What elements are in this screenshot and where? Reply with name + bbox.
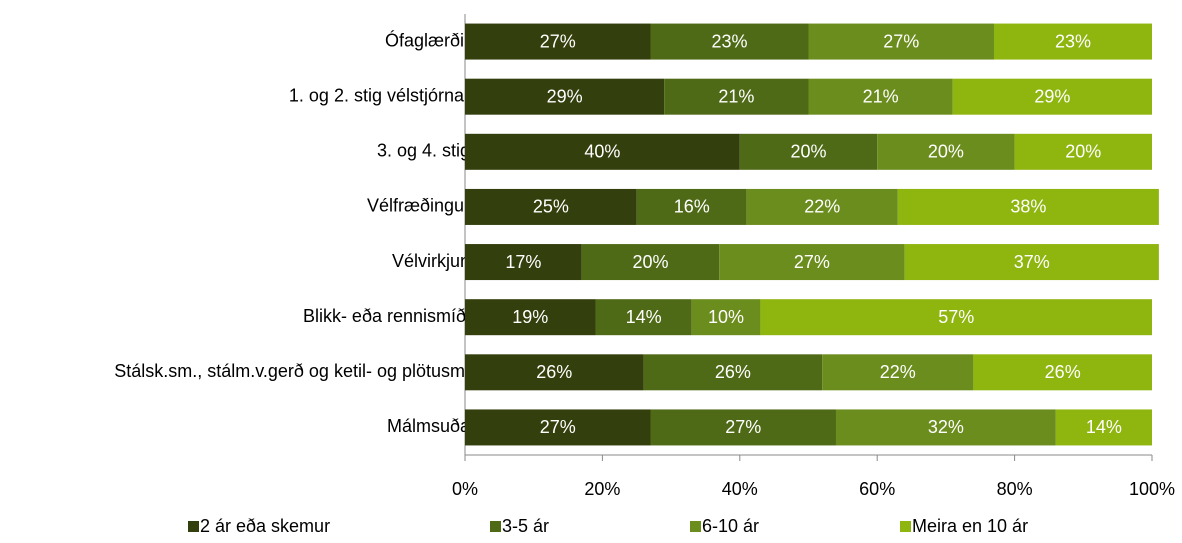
x-tick-label: 0%: [452, 479, 478, 499]
bar-segment: [465, 188, 637, 225]
data-label: 27%: [540, 417, 576, 437]
bar-segment: [664, 78, 809, 115]
bar-segment: [739, 133, 878, 170]
data-label: 57%: [938, 307, 974, 327]
data-label: 40%: [584, 142, 620, 162]
data-label: 20%: [1065, 142, 1101, 162]
data-label: 27%: [883, 31, 919, 51]
bar-segment: [465, 299, 596, 336]
bar-segment: [719, 244, 905, 281]
bar-segment: [581, 244, 720, 281]
category-label: Stálsk.sm., stálm.v.gerð og ketil- og pl…: [114, 361, 470, 381]
legend-swatch: [900, 521, 911, 532]
data-label: 16%: [674, 197, 710, 217]
category-label: 1. og 2. stig vélstjórnar: [289, 85, 470, 105]
bar-segment: [636, 188, 747, 225]
data-label: 21%: [718, 86, 754, 106]
bar-segment: [1055, 409, 1152, 446]
data-label: 20%: [632, 252, 668, 272]
x-tick-label: 80%: [997, 479, 1033, 499]
bar-segment: [465, 244, 582, 281]
category-label: Blikk- eða rennismíði: [303, 306, 470, 326]
category-label: Málmsuða: [387, 416, 471, 436]
data-label: 38%: [1010, 197, 1046, 217]
x-tick-label: 60%: [859, 479, 895, 499]
data-label: 29%: [1034, 86, 1070, 106]
bar-segment: [1014, 133, 1152, 170]
x-tick-label: 20%: [584, 479, 620, 499]
category-label: 3. og 4. stig: [377, 141, 470, 161]
data-label: 19%: [512, 307, 548, 327]
bar-segment: [993, 23, 1152, 60]
data-label: 14%: [1086, 417, 1122, 437]
bar-segment: [746, 188, 898, 225]
bar-segment: [465, 23, 651, 60]
bar-segment: [877, 133, 1015, 170]
bar-segment: [465, 354, 644, 391]
legend-label: 6-10 ár: [702, 516, 759, 536]
data-label: 23%: [711, 31, 747, 51]
bar-segment: [973, 354, 1152, 391]
data-label: 27%: [725, 417, 761, 437]
legend-label: 2 ár eða skemur: [200, 516, 330, 536]
data-label: 21%: [863, 86, 899, 106]
data-label: 26%: [715, 362, 751, 382]
bar-segment: [465, 133, 740, 170]
data-label: 17%: [505, 252, 541, 272]
data-label: 26%: [1045, 362, 1081, 382]
bar-segment: [691, 299, 761, 336]
data-label: 27%: [540, 31, 576, 51]
category-label: Ófaglærðir: [385, 29, 470, 50]
data-label: 27%: [794, 252, 830, 272]
bar-segment: [904, 244, 1159, 281]
bar-segment: [650, 23, 809, 60]
bar-segment: [808, 23, 994, 60]
category-label: Vélvirkjun: [392, 251, 470, 271]
category-label: Vélfræðingur: [367, 196, 470, 216]
data-label: 22%: [804, 197, 840, 217]
data-label: 29%: [547, 86, 583, 106]
data-label: 22%: [880, 362, 916, 382]
x-tick-label: 100%: [1129, 479, 1175, 499]
data-label: 32%: [928, 417, 964, 437]
data-label: 37%: [1014, 252, 1050, 272]
bar-segment: [808, 78, 953, 115]
x-tick-label: 40%: [722, 479, 758, 499]
bar-segment: [465, 78, 665, 115]
legend-label: 3-5 ár: [502, 516, 549, 536]
legend-label: Meira en 10 ár: [912, 516, 1028, 536]
legend-swatch: [490, 521, 501, 532]
bar-segment: [760, 299, 1152, 336]
data-label: 25%: [533, 197, 569, 217]
bar-segment: [595, 299, 692, 336]
legend-swatch: [690, 521, 701, 532]
data-label: 20%: [928, 142, 964, 162]
data-label: 14%: [626, 307, 662, 327]
data-label: 26%: [536, 362, 572, 382]
data-label: 20%: [790, 142, 826, 162]
bar-segment: [897, 188, 1159, 225]
legend-swatch: [188, 521, 199, 532]
bar-segment: [643, 354, 823, 391]
data-label: 23%: [1055, 31, 1091, 51]
bar-segment: [952, 78, 1152, 115]
bar-segment: [465, 409, 651, 446]
bar-segment: [650, 409, 836, 446]
bar-segment: [822, 354, 974, 391]
data-label: 10%: [708, 307, 744, 327]
bar-segment: [835, 409, 1056, 446]
